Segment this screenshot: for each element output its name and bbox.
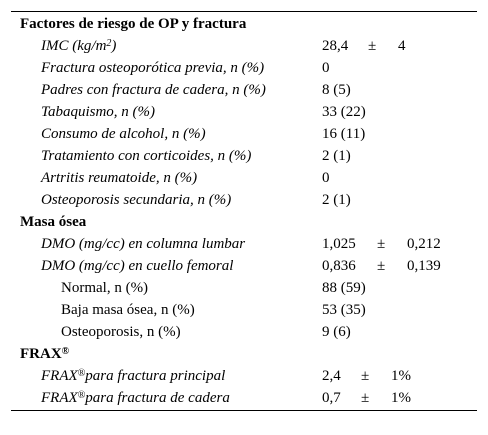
plus-minus-sign: ±: [361, 368, 370, 384]
standard-deviation: 1%: [391, 390, 411, 406]
row-label: Artritis reumatoide, n (%): [41, 170, 198, 186]
table-row: Tabaquismo, n (%) 33 (22): [11, 101, 477, 123]
table-row: Padres con fractura de cadera, n (%) 8 (…: [11, 79, 477, 101]
row-value: 88 (59): [322, 280, 366, 296]
plus-minus-sign: ±: [377, 258, 386, 274]
table-row-imc: IMC (kg/m2) 28,4 ± 4: [11, 35, 477, 57]
row-value: 2 (1): [322, 148, 351, 164]
row-value: 8 (5): [322, 82, 351, 98]
row-label: Baja masa ósea, n (%): [61, 302, 195, 318]
row-label: DMO (mg/cc) en cuello femoral: [41, 258, 234, 274]
section-title: FRAX: [20, 346, 62, 362]
row-value: 0,7: [322, 390, 341, 406]
label-superscript: 2: [106, 38, 112, 49]
plus-minus-sign: ±: [361, 390, 370, 406]
standard-deviation: 0,212: [407, 236, 441, 252]
label-text-end: para fractura de cadera: [85, 390, 230, 406]
standard-deviation: 0,139: [407, 258, 441, 274]
row-label: Normal, n (%): [61, 280, 149, 296]
row-value: 0: [322, 170, 330, 186]
row-label: Tabaquismo, n (%): [41, 104, 156, 120]
table-row-frax-cadera: FRAX®para fractura de cadera 0,7 ± 1%: [11, 387, 477, 409]
table-row: Artritis reumatoide, n (%) 0: [11, 167, 477, 189]
row-label: Tratamiento con corticoides, n (%): [41, 148, 252, 164]
row-value: 53 (35): [322, 302, 366, 318]
table-row: Normal, n (%) 88 (59): [11, 277, 477, 299]
row-value: 0,836: [322, 258, 356, 274]
section-heading-risk-factors: Factores de riesgo de OP y fractura: [11, 13, 477, 35]
row-label: Osteoporosis secundaria, n (%): [41, 192, 232, 208]
label-text: IMC (kg/m: [41, 38, 107, 54]
label-superscript: ®: [77, 390, 86, 401]
row-value: 28,4: [322, 38, 349, 54]
data-table: Factores de riesgo de OP y fractura IMC …: [11, 11, 477, 411]
section-heading-bone-mass: Masa ósea: [11, 211, 477, 233]
standard-deviation: 1%: [391, 368, 411, 384]
row-value: 16 (11): [322, 126, 366, 142]
plus-minus-sign: ±: [368, 38, 377, 54]
row-value: 33 (22): [322, 104, 366, 120]
row-label: Fractura osteoporótica previa, n (%): [41, 60, 265, 76]
table-row: Osteoporosis secundaria, n (%) 2 (1): [11, 189, 477, 211]
table-row-dmo-femoral: DMO (mg/cc) en cuello femoral 0,836 ± 0,…: [11, 255, 477, 277]
row-label: IMC (kg/m2): [41, 35, 116, 57]
row-value: 2 (1): [322, 192, 351, 208]
section-title: Masa ósea: [20, 214, 87, 230]
row-label: Osteoporosis, n (%): [61, 324, 181, 340]
row-label: FRAX®para fractura de cadera: [41, 387, 230, 409]
table-row: Baja masa ósea, n (%) 53 (35): [11, 299, 477, 321]
table-row: Osteoporosis, n (%) 9 (6): [11, 321, 477, 343]
standard-deviation: 4: [398, 38, 406, 54]
section-heading-frax: FRAX®: [11, 343, 477, 365]
row-label: Consumo de alcohol, n (%): [41, 126, 206, 142]
label-text-end: ): [111, 38, 117, 54]
label-text-end: para fractura principal: [85, 368, 226, 384]
row-label: DMO (mg/cc) en columna lumbar: [41, 236, 246, 252]
label-text: FRAX: [41, 390, 78, 406]
row-value: 0: [322, 60, 330, 76]
table-row: Fractura osteoporótica previa, n (%) 0: [11, 57, 477, 79]
table-row: Consumo de alcohol, n (%) 16 (11): [11, 123, 477, 145]
row-value: 9 (6): [322, 324, 351, 340]
table-row-frax-principal: FRAX®para fractura principal 2,4 ± 1%: [11, 365, 477, 387]
section-title: Factores de riesgo de OP y fractura: [20, 16, 247, 32]
registered-mark: ®: [61, 346, 70, 357]
label-text: FRAX: [41, 368, 78, 384]
row-value: 2,4: [322, 368, 341, 384]
table-row-dmo-lumbar: DMO (mg/cc) en columna lumbar 1,025 ± 0,…: [11, 233, 477, 255]
row-label: FRAX®para fractura principal: [41, 365, 225, 387]
plus-minus-sign: ±: [377, 236, 386, 252]
row-label: Padres con fractura de cadera, n (%): [41, 82, 266, 98]
row-value: 1,025: [322, 236, 356, 252]
table-row: Tratamiento con corticoides, n (%) 2 (1): [11, 145, 477, 167]
label-superscript: ®: [77, 368, 86, 379]
